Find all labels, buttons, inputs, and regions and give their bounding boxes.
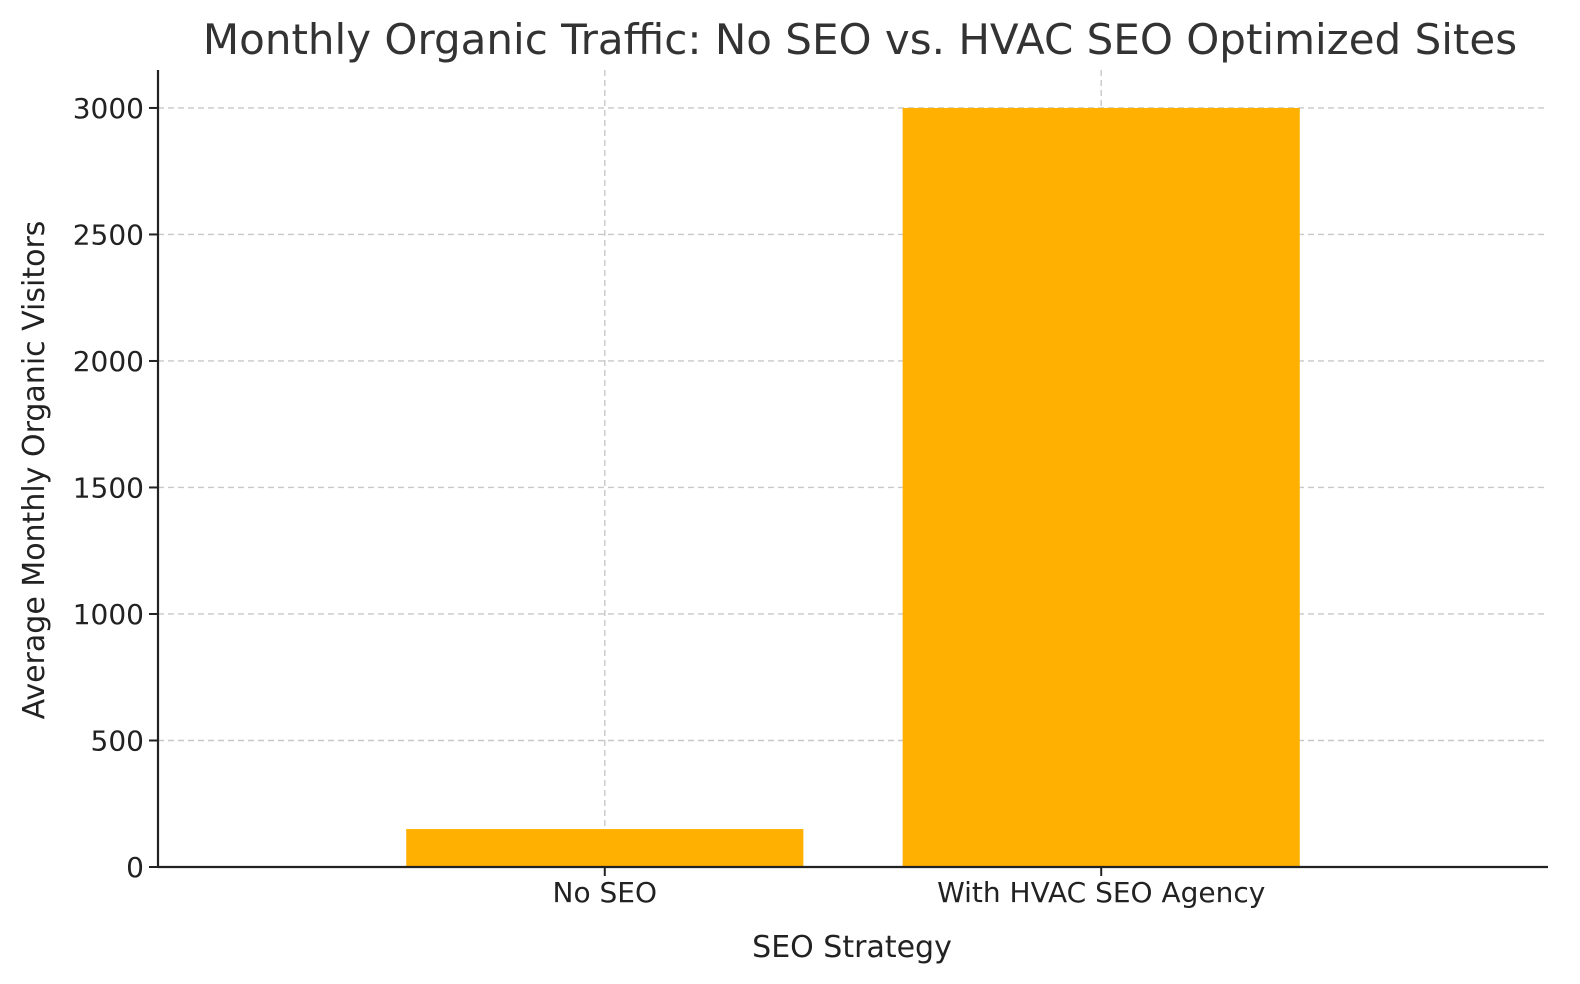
axes-layer [156,70,1548,869]
y-tick-label: 0 [126,851,144,884]
y-tick-label: 1000 [73,598,144,631]
ticks-layer: 0 500 1000 1500 2000 2500 3000 No SEO With HVAC … [73,92,1266,909]
bar [406,829,804,867]
y-tick-label: 2500 [73,218,144,251]
y-tick-label: 500 [91,724,144,757]
x-tick-label: With HVAC SEO Agency [937,876,1265,909]
y-tick-label: 1500 [73,471,144,504]
y-axis-label: Average Monthly Organic Visitors [17,221,52,720]
bars-layer [406,107,1300,867]
grid-layer [158,70,1548,868]
x-tick-label: No SEO [553,876,657,909]
y-tick-label: 2000 [73,345,144,378]
chart-title: Monthly Organic Traffic: No SEO vs. HVAC… [203,15,1517,64]
x-axis-label: SEO Strategy [752,930,952,965]
y-tick-label: 3000 [73,92,144,125]
bar [902,107,1300,867]
